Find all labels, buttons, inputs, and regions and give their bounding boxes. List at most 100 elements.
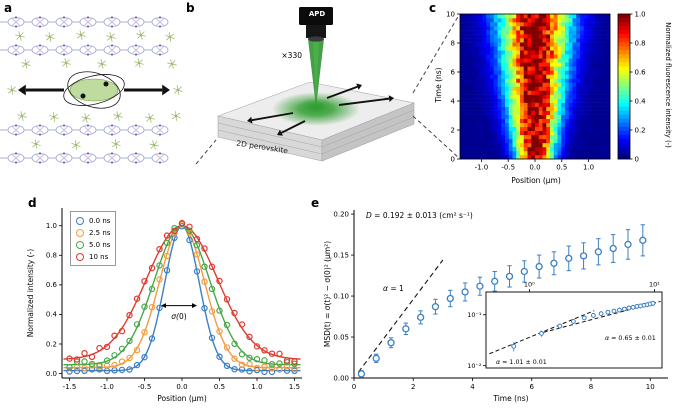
electron-dot: [103, 81, 109, 87]
panel-e-msd-plot: 0 2 4 6 8 10 0.00 0.05 0.10 0.15 0.20 10⁰ 10¹ 10⁻¹ 10⁻…: [333, 210, 668, 391]
svg-text:0: 0: [451, 155, 455, 163]
sigma-zero-annotation: σ(0): [171, 312, 187, 321]
diffusion-coefficient-annotation: D = 0.192 ± 0.013 (cm² s⁻¹): [366, 211, 473, 220]
legend-label: 2.5 ns: [89, 229, 111, 237]
apd-detector-label: APD: [308, 10, 326, 18]
legend-item: 2.5 ns: [76, 227, 110, 239]
d-legend: 0.0 ns 2.5 ns 5.0 ns 10 ns: [70, 211, 117, 266]
svg-text:10⁻¹: 10⁻¹: [467, 311, 482, 319]
panel-label-d: d: [28, 196, 37, 210]
svg-text:α = 0.65 ± 0.01: α = 0.65 ± 0.01: [605, 335, 656, 342]
svg-text:0.4: 0.4: [635, 97, 647, 105]
legend-item: 0.0 ns: [76, 215, 110, 227]
svg-text:-1.0: -1.0: [475, 164, 489, 172]
svg-text:1.0: 1.0: [251, 383, 262, 391]
svg-text:1.0: 1.0: [583, 164, 594, 172]
svg-text:2: 2: [411, 383, 415, 391]
svg-text:0.5: 0.5: [556, 164, 567, 172]
svg-text:0.0: 0.0: [529, 164, 540, 172]
svg-text:0: 0: [635, 155, 639, 163]
svg-text:10⁻²: 10⁻²: [467, 362, 482, 370]
legend-marker-circle: [76, 241, 84, 249]
svg-text:1.5: 1.5: [289, 383, 300, 391]
legend-label: 10 ns: [89, 253, 109, 261]
alpha-one-annotation: α = 1: [383, 284, 404, 293]
svg-text:-0.5: -0.5: [138, 383, 152, 391]
panel-label-c: c: [429, 1, 437, 15]
panel-b-microscopy-schematic: [216, 7, 416, 162]
panel-d-profile-plot: -1.5 -1.0 -0.5 0.0 0.5 1.0 1.5 0.0 0.2 0.4 0.6 0.8 1…: [46, 208, 302, 391]
e-y-axis-label: MSD(t) = σ(t)² − σ(0)² (μm²): [323, 240, 332, 348]
objective-lens: [306, 25, 326, 38]
c-x-axis-label: Position (μm): [511, 176, 561, 185]
svg-text:0.05: 0.05: [333, 333, 349, 341]
svg-text:1.0: 1.0: [46, 222, 57, 230]
svg-text:0.20: 0.20: [333, 210, 349, 218]
svg-text:8: 8: [451, 39, 455, 47]
exciton-schematic: [18, 71, 170, 109]
colorbar-label: Normalized fluorescence intensity (-): [664, 22, 672, 148]
svg-text:0: 0: [352, 383, 356, 391]
alpha-one-fit-line: [358, 259, 444, 373]
perovskite-slab: [216, 81, 416, 162]
data-markers: [66, 220, 298, 371]
legend-item: 10 ns: [76, 251, 110, 263]
svg-text:10⁰: 10⁰: [524, 281, 535, 289]
svg-text:0.0: 0.0: [176, 383, 187, 391]
svg-text:0.8: 0.8: [635, 39, 646, 47]
svg-text:0.5: 0.5: [214, 383, 225, 391]
d-y-axis-label: Normalized intensity (-): [26, 248, 35, 338]
heatmap-cells: [460, 14, 611, 160]
magnification-label: ×330: [281, 51, 302, 60]
panel-c-heatmap-plot: -1.0 -0.5 0.0 0.5 1.0 0 2 4 6 8 10 0 0.2 0.4 0.6 0.8 1.0: [446, 10, 647, 172]
svg-text:10: 10: [646, 383, 655, 391]
svg-text:0.8: 0.8: [46, 252, 57, 260]
sigma-width-arrow: [161, 303, 197, 308]
legend-label: 0.0 ns: [89, 217, 111, 225]
svg-text:8: 8: [589, 383, 593, 391]
data-markers: [66, 219, 298, 365]
e-x-axis-label: Time (ns): [493, 394, 529, 403]
svg-text:-0.5: -0.5: [501, 164, 515, 172]
colorbar: [618, 14, 630, 160]
legend-marker-circle: [76, 217, 84, 225]
legend-label: 5.0 ns: [89, 241, 111, 249]
svg-text:1.0: 1.0: [635, 10, 646, 18]
panel-label-e: e: [311, 196, 320, 210]
svg-text:0.10: 0.10: [333, 292, 349, 300]
panel-a-crystal-exciton-illustration: [0, 16, 183, 164]
svg-text:6: 6: [451, 68, 456, 76]
svg-text:4: 4: [470, 383, 475, 391]
svg-text:0.4: 0.4: [46, 311, 58, 319]
panel-label-a: a: [4, 1, 13, 15]
svg-text:-1.0: -1.0: [100, 383, 114, 391]
svg-text:10: 10: [446, 10, 455, 18]
svg-text:0.6: 0.6: [635, 68, 647, 76]
svg-text:0.6: 0.6: [46, 281, 58, 289]
svg-text:0.2: 0.2: [635, 126, 646, 134]
msd-data-points: [357, 224, 647, 378]
legend-marker-circle: [76, 253, 84, 261]
svg-text:0.2: 0.2: [46, 340, 57, 348]
legend-item: 5.0 ns: [76, 239, 110, 251]
svg-text:6: 6: [530, 383, 535, 391]
svg-text:2: 2: [451, 126, 455, 134]
organic-cation-molecules: [7, 30, 183, 150]
perovskite-chains: [0, 16, 169, 164]
panel-label-b: b: [186, 1, 195, 15]
svg-text:-1.5: -1.5: [63, 383, 77, 391]
svg-text:0.0: 0.0: [46, 370, 57, 378]
svg-text:4: 4: [451, 97, 456, 105]
svg-text:0.00: 0.00: [333, 374, 349, 382]
svg-text:α = 1.01 ± 0.01: α = 1.01 ± 0.01: [496, 359, 547, 366]
svg-text:10¹: 10¹: [649, 281, 660, 289]
hole-dot: [80, 93, 86, 99]
c-y-axis-label: Time (ns): [434, 67, 443, 103]
legend-marker-circle: [76, 229, 84, 237]
svg-text:0.15: 0.15: [333, 251, 349, 259]
loglog-inset: 10⁰ 10¹ 10⁻¹ 10⁻² α = 1.01 ± 0.01 α = 0.65 ± …: [467, 281, 663, 370]
diffusion-arrows: [247, 83, 394, 136]
d-x-axis-label: Position (μm): [157, 394, 207, 403]
apd-detector: [299, 7, 333, 42]
